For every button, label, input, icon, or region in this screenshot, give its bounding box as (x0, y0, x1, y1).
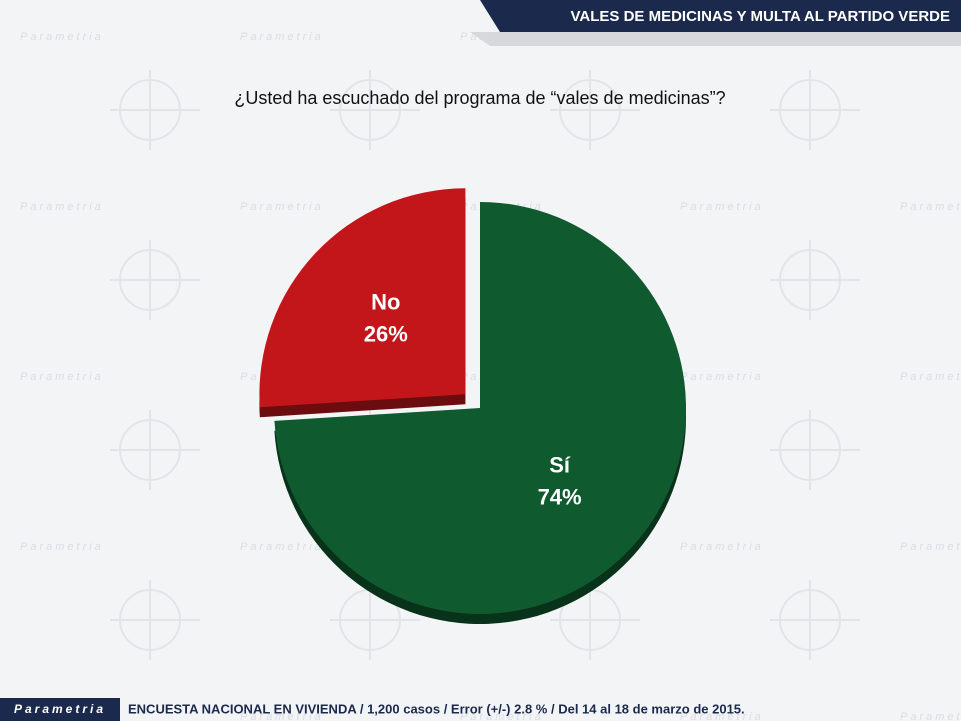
brand: Parametria (14, 702, 106, 716)
slice-value-label: 26% (364, 321, 408, 346)
footer-note: ENCUESTA NACIONAL EN VIVIENDA / 1,200 ca… (128, 701, 745, 716)
chart-title: ¿Usted ha escuchado del programa de “val… (234, 88, 725, 108)
slice (274, 202, 686, 614)
slice (259, 188, 466, 408)
header-shadow (470, 32, 961, 46)
slice-value-label: 74% (538, 485, 582, 510)
slice-category: Sí (549, 453, 571, 478)
pie: Sí 74% No 26% (259, 188, 686, 624)
header-title: VALES DE MEDICINAS Y MULTA AL PARTIDO VE… (571, 8, 950, 25)
brand-box (0, 698, 120, 721)
header-bar (480, 0, 961, 32)
slice-category: No (371, 289, 400, 314)
